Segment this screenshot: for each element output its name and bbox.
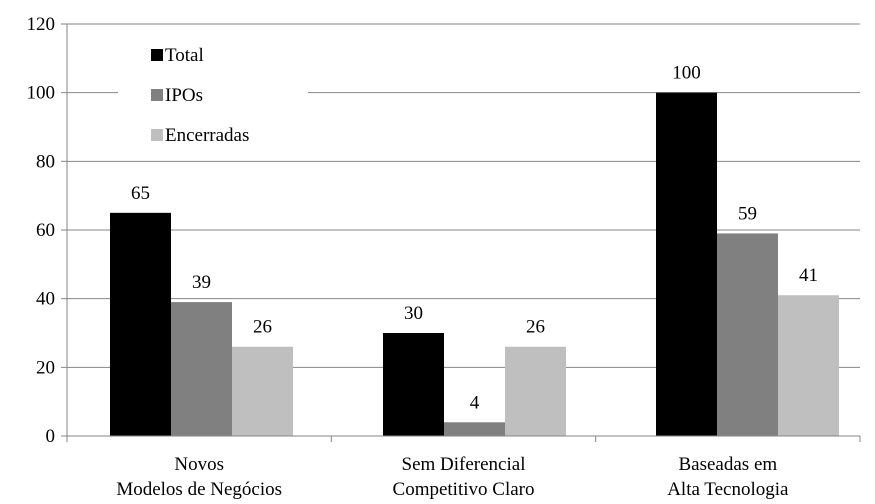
axes <box>61 23 861 442</box>
data-label: 41 <box>799 265 818 286</box>
bar-encerradas-3 <box>778 295 839 436</box>
legend-swatch-total <box>151 49 163 61</box>
bars <box>110 92 839 437</box>
bar-total-3 <box>656 92 717 437</box>
bar-ipos-3 <box>717 233 778 436</box>
x-category-labels: Novos Modelos de Negócios Sem Diferencial C… <box>116 454 789 500</box>
category-label: Novos <box>174 454 224 475</box>
category-label: Competitivo Claro <box>393 479 535 499</box>
bar-encerradas-2 <box>505 346 566 436</box>
legend-swatch-encerradas <box>151 129 163 141</box>
data-label: 30 <box>404 303 423 324</box>
y-tick-label: 40 <box>36 289 55 310</box>
y-tick-label: 60 <box>36 220 55 241</box>
y-tick-label: 20 <box>36 357 55 378</box>
data-labels: 65 39 26 30 4 26 100 59 41 <box>131 63 818 414</box>
bar-total-2 <box>383 333 444 436</box>
data-label: 4 <box>470 392 480 413</box>
data-label: 100 <box>672 63 701 84</box>
data-label: 26 <box>526 317 545 338</box>
y-tick-label: 80 <box>36 151 55 172</box>
category-label: Baseadas em <box>679 454 778 475</box>
bar-ipos-2 <box>444 422 505 436</box>
y-tick-label: 0 <box>46 426 56 447</box>
legend-background <box>118 36 308 160</box>
legend-swatch-ipos <box>151 89 163 101</box>
category-label: Alta Tecnologia <box>667 479 789 499</box>
data-label: 65 <box>131 183 150 204</box>
legend: Total IPOs Encerradas <box>118 36 308 160</box>
data-label: 59 <box>738 203 757 224</box>
legend-label: IPOs <box>165 85 203 106</box>
legend-label: Total <box>165 45 204 66</box>
data-label: 26 <box>253 317 272 338</box>
legend-label: Encerradas <box>165 125 249 146</box>
bar-total-1 <box>110 212 171 436</box>
category-label: Sem Diferencial <box>402 454 526 475</box>
category-label: Modelos de Negócios <box>116 479 282 499</box>
y-tick-label: 120 <box>27 14 56 35</box>
data-label: 39 <box>192 272 211 293</box>
y-tick-label: 100 <box>27 83 56 104</box>
y-tick-labels: 0 20 40 60 80 100 120 <box>27 14 56 447</box>
bar-ipos-1 <box>171 302 232 436</box>
bar-encerradas-1 <box>232 346 293 436</box>
